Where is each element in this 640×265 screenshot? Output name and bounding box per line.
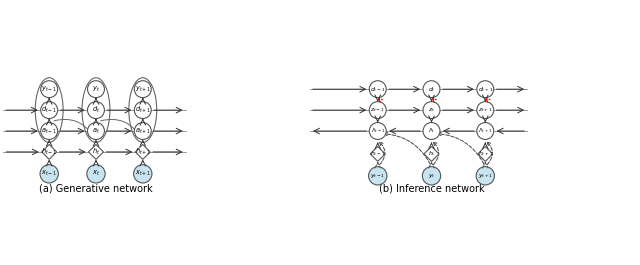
Text: (b) Inference network: (b) Inference network (379, 184, 484, 194)
FancyArrowPatch shape (486, 99, 490, 102)
Text: $d_{t+1}$: $d_{t+1}$ (477, 85, 493, 94)
Text: $y_t$: $y_t$ (92, 85, 100, 94)
Circle shape (40, 165, 58, 183)
Circle shape (477, 102, 493, 118)
Circle shape (423, 102, 440, 118)
Circle shape (369, 167, 387, 185)
Polygon shape (135, 144, 150, 159)
Circle shape (41, 81, 58, 98)
Text: $x_{t+1}$: $x_{t+1}$ (134, 169, 151, 178)
Text: $a_{t-1}$: $a_{t-1}$ (41, 126, 57, 136)
FancyArrowPatch shape (384, 132, 430, 164)
Polygon shape (42, 144, 57, 159)
Polygon shape (88, 144, 104, 159)
Text: (a) Generative network: (a) Generative network (39, 184, 153, 194)
Text: $h_{t-1}$: $h_{t-1}$ (41, 147, 58, 157)
Text: $a_t$: $a_t$ (92, 126, 100, 136)
Circle shape (88, 81, 104, 98)
Circle shape (41, 122, 58, 139)
FancyArrowPatch shape (487, 142, 492, 165)
Circle shape (134, 102, 151, 118)
Text: $\Lambda_{t+1}$: $\Lambda_{t+1}$ (478, 127, 492, 135)
Text: $x_{t-1}$: $x_{t-1}$ (41, 169, 57, 178)
Text: $\Lambda_t$: $\Lambda_t$ (428, 127, 435, 135)
FancyArrowPatch shape (54, 120, 93, 136)
Circle shape (369, 102, 386, 118)
Circle shape (134, 165, 152, 183)
Circle shape (422, 167, 441, 185)
Circle shape (134, 122, 151, 139)
Circle shape (88, 122, 104, 139)
Circle shape (134, 81, 151, 98)
Circle shape (369, 81, 386, 98)
Text: $z_{t+1}$: $z_{t+1}$ (478, 106, 493, 114)
FancyArrowPatch shape (433, 142, 438, 165)
Text: $y_{t-1}$: $y_{t-1}$ (41, 85, 57, 94)
Text: $y_{t-1}$: $y_{t-1}$ (370, 172, 385, 180)
Text: $\Lambda_{t-1}$: $\Lambda_{t-1}$ (371, 127, 385, 135)
Text: $h_t$: $h_t$ (92, 147, 100, 157)
Circle shape (41, 102, 58, 118)
Circle shape (477, 81, 493, 98)
Polygon shape (371, 147, 385, 161)
Circle shape (476, 167, 495, 185)
Text: $h_t$: $h_t$ (428, 149, 435, 158)
Circle shape (369, 122, 386, 139)
Circle shape (477, 122, 493, 139)
Text: $d_t$: $d_t$ (92, 105, 100, 115)
Circle shape (87, 165, 105, 183)
Polygon shape (478, 147, 493, 161)
Text: $x_t$: $x_t$ (92, 169, 100, 178)
Text: $h_{t-1}$: $h_{t-1}$ (370, 149, 385, 158)
Text: $y_t$: $y_t$ (428, 172, 435, 180)
FancyArrowPatch shape (433, 99, 436, 102)
Text: $z_{t-1}$: $z_{t-1}$ (371, 106, 385, 114)
FancyArrowPatch shape (379, 99, 382, 102)
Text: $y_{t+1}$: $y_{t+1}$ (477, 172, 493, 180)
Circle shape (423, 122, 440, 139)
Circle shape (88, 102, 104, 118)
Text: $z_t$: $z_t$ (428, 106, 435, 114)
Text: $d_{t-1}$: $d_{t-1}$ (370, 85, 385, 94)
FancyArrowPatch shape (380, 142, 385, 165)
Text: $d_t$: $d_t$ (428, 85, 435, 94)
Text: $d_{t-1}$: $d_{t-1}$ (41, 105, 58, 115)
Text: $d_{t+1}$: $d_{t+1}$ (134, 105, 151, 115)
FancyArrowPatch shape (438, 132, 484, 164)
Text: $y_{t+1}$: $y_{t+1}$ (134, 85, 151, 94)
Circle shape (423, 81, 440, 98)
Polygon shape (424, 147, 439, 161)
Text: $h_{t+1}$: $h_{t+1}$ (477, 149, 493, 158)
Text: $a_{t+1}$: $a_{t+1}$ (134, 126, 151, 136)
Text: $h_{t+1}$: $h_{t+1}$ (134, 147, 151, 157)
FancyArrowPatch shape (100, 120, 140, 136)
